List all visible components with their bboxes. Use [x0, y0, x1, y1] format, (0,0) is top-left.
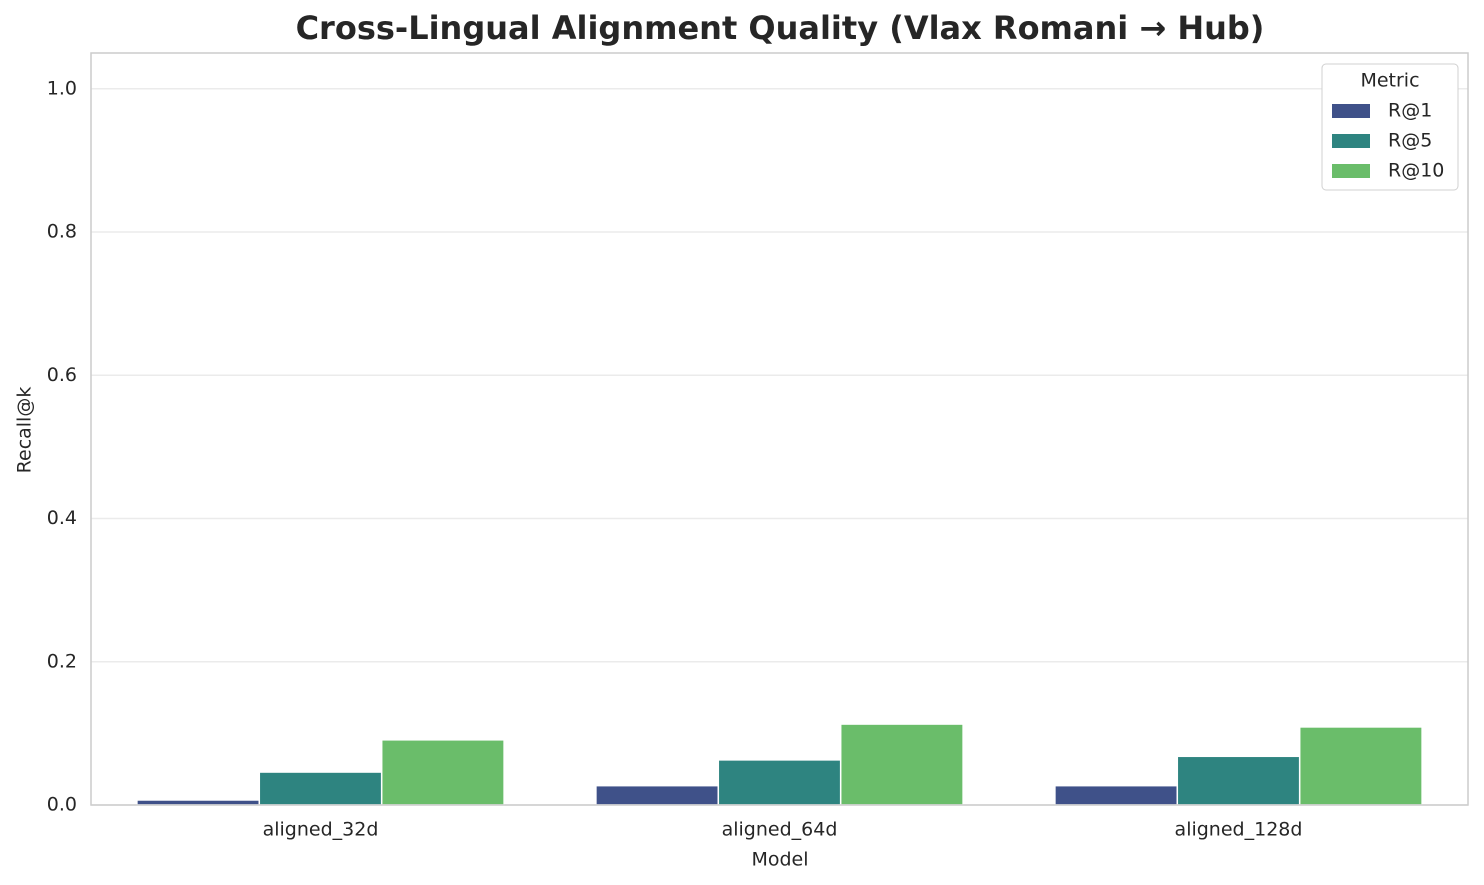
plot-frame: [90, 52, 1469, 806]
legend-swatch: [1332, 164, 1370, 178]
legend-label: R@10: [1388, 160, 1444, 182]
y-tick-label: 0.0: [47, 794, 77, 816]
bar: [595, 784, 720, 806]
bar: [380, 739, 505, 806]
chart-title: Cross-Lingual Alignment Quality (Vlax Ro…: [296, 9, 1265, 47]
bar: [717, 759, 842, 806]
x-tick-label: aligned_64d: [722, 819, 838, 841]
legend-title: Metric: [1360, 70, 1419, 92]
bar: [1176, 755, 1301, 806]
legend-swatch: [1332, 104, 1370, 118]
y-tick-label: 1.0: [47, 77, 77, 99]
bar: [1298, 726, 1423, 806]
legend-label: R@1: [1388, 100, 1432, 122]
y-tick-label: 0.6: [47, 364, 77, 386]
y-axis-label: Recall@k: [14, 387, 36, 474]
x-tick-label: aligned_32d: [263, 819, 379, 841]
bar: [258, 771, 383, 806]
legend-swatch: [1332, 134, 1370, 148]
x-tick-label: aligned_128d: [1175, 819, 1303, 841]
x-axis-label: Model: [751, 849, 808, 871]
legend-box: [1321, 63, 1459, 191]
bar: [1054, 784, 1179, 806]
bar: [136, 799, 261, 806]
y-tick-label: 0.8: [47, 221, 77, 243]
legend-label: R@5: [1388, 130, 1432, 152]
bar: [839, 723, 964, 806]
y-tick-label: 0.2: [47, 650, 77, 672]
y-tick-label: 0.4: [47, 507, 77, 529]
